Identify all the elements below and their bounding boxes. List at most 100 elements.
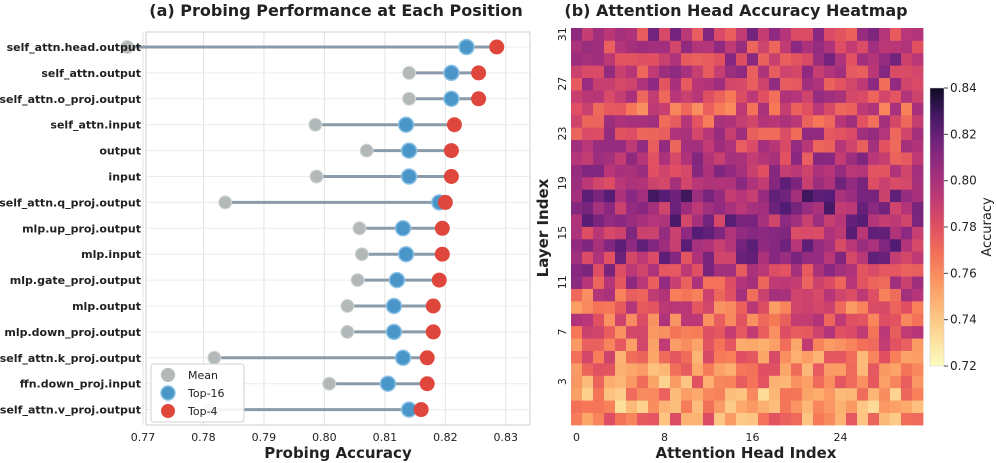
heatmap-cell (714, 114, 726, 128)
heatmap-cell (571, 52, 583, 66)
heatmap-cell (835, 325, 847, 339)
heatmap-cell (857, 226, 869, 240)
heatmap-cell (615, 214, 627, 227)
heatmap-cell (582, 226, 594, 240)
top4-point (489, 39, 505, 55)
top4-point (431, 272, 447, 288)
heatmap-cell (912, 139, 924, 153)
heatmap-cell (571, 251, 583, 265)
heatmap-cell (747, 152, 759, 165)
x-tick-label: 0.81 (373, 431, 398, 444)
heatmap-cell (802, 152, 814, 165)
heatmap-cell (912, 288, 924, 302)
heatmap-cell (670, 40, 682, 54)
heatmap-cell (824, 276, 836, 289)
heatmap-cell (571, 387, 583, 401)
heatmap-cell (901, 164, 913, 178)
heatmap-cell (659, 102, 671, 116)
heatmap-cell (769, 139, 781, 153)
heatmap-cell (758, 176, 770, 190)
heatmap-cell (747, 214, 759, 227)
heatmap-cell (879, 52, 891, 66)
heatmap-cell (802, 127, 814, 141)
heatmap-cell (912, 214, 924, 227)
heatmap-cell (736, 325, 748, 339)
top16-point (443, 90, 460, 108)
heatmap-cell (857, 350, 869, 364)
heatmap-cell (769, 214, 781, 227)
heatmap-cell (758, 338, 770, 351)
heatmap-cell (868, 362, 880, 376)
heatmap-cell (780, 40, 792, 54)
heatmap-cell (582, 114, 594, 128)
heatmap-cell (703, 375, 715, 389)
heatmap-cell (758, 102, 770, 116)
heatmap-cell (835, 362, 847, 376)
top4-point (434, 220, 450, 236)
heatmap-cell (747, 375, 759, 389)
heatmap-cell (593, 102, 605, 116)
heatmap-cell (824, 313, 836, 327)
heatmap-cell (758, 201, 770, 215)
heatmap-cell (571, 325, 583, 339)
heatmap-cell (637, 114, 649, 128)
heatmap-cell (703, 40, 715, 54)
category-label: mlp.output (72, 300, 141, 313)
heatmap-cell (604, 350, 616, 364)
heatmap-cell (890, 176, 902, 190)
heatmap-x-ticks: 0 8 16 24 (573, 431, 848, 444)
heatmap-cell (736, 90, 748, 103)
heatmap-cell (703, 65, 715, 79)
heatmap-cell (846, 300, 858, 314)
heatmap-cell (714, 164, 726, 178)
heatmap-cell (769, 313, 781, 327)
heatmap-cell (626, 362, 638, 376)
heatmap-cell (582, 189, 594, 203)
heatmap-cell (593, 127, 605, 141)
heatmap-cell (582, 152, 594, 165)
heatmap-cell (571, 65, 583, 79)
heatmap-cell (703, 263, 715, 277)
heatmap-cell (714, 325, 726, 339)
heatmap-cell (879, 77, 891, 91)
heatmap-cell (725, 276, 737, 289)
heatmap-cell (604, 77, 616, 91)
heatmap-cell (648, 176, 660, 190)
heatmap-cell (703, 114, 715, 128)
heatmap-cell (890, 139, 902, 153)
heatmap-cell (615, 226, 627, 240)
heatmap-cell (670, 102, 682, 116)
heatmap-cell (824, 176, 836, 190)
heatmap-cell (571, 176, 583, 190)
heatmap-cell (780, 387, 792, 401)
heatmap-cell (604, 201, 616, 215)
heatmap-cell (615, 387, 627, 401)
heatmap-cell (890, 189, 902, 203)
heatmap-cell (912, 375, 924, 389)
heatmap-cell (780, 164, 792, 178)
heatmap-cell (835, 65, 847, 79)
heatmap-cell (736, 189, 748, 203)
heatmap-cell (681, 226, 693, 240)
heatmap-cell (912, 325, 924, 339)
top16-point (443, 64, 460, 82)
heatmap-cell (868, 288, 880, 302)
heatmap-cell (824, 214, 836, 227)
heatmap-cell (582, 90, 594, 103)
heatmap-cell (802, 28, 814, 41)
heatmap-cell (901, 338, 913, 351)
heatmap-cell (626, 152, 638, 165)
heatmap-cell (670, 313, 682, 327)
heatmap-cell (791, 400, 803, 413)
heatmap-cell (780, 362, 792, 376)
y-tick-label: 19 (556, 176, 569, 190)
heatmap-cell (901, 300, 913, 314)
heatmap-cell (725, 313, 737, 327)
panel-a-marks (120, 38, 505, 418)
heatmap-cell (901, 28, 913, 41)
heatmap-cell (791, 338, 803, 351)
heatmap-cell (582, 28, 594, 41)
heatmap-cell (868, 189, 880, 203)
heatmap-cell (824, 201, 836, 215)
heatmap-cell (912, 276, 924, 289)
